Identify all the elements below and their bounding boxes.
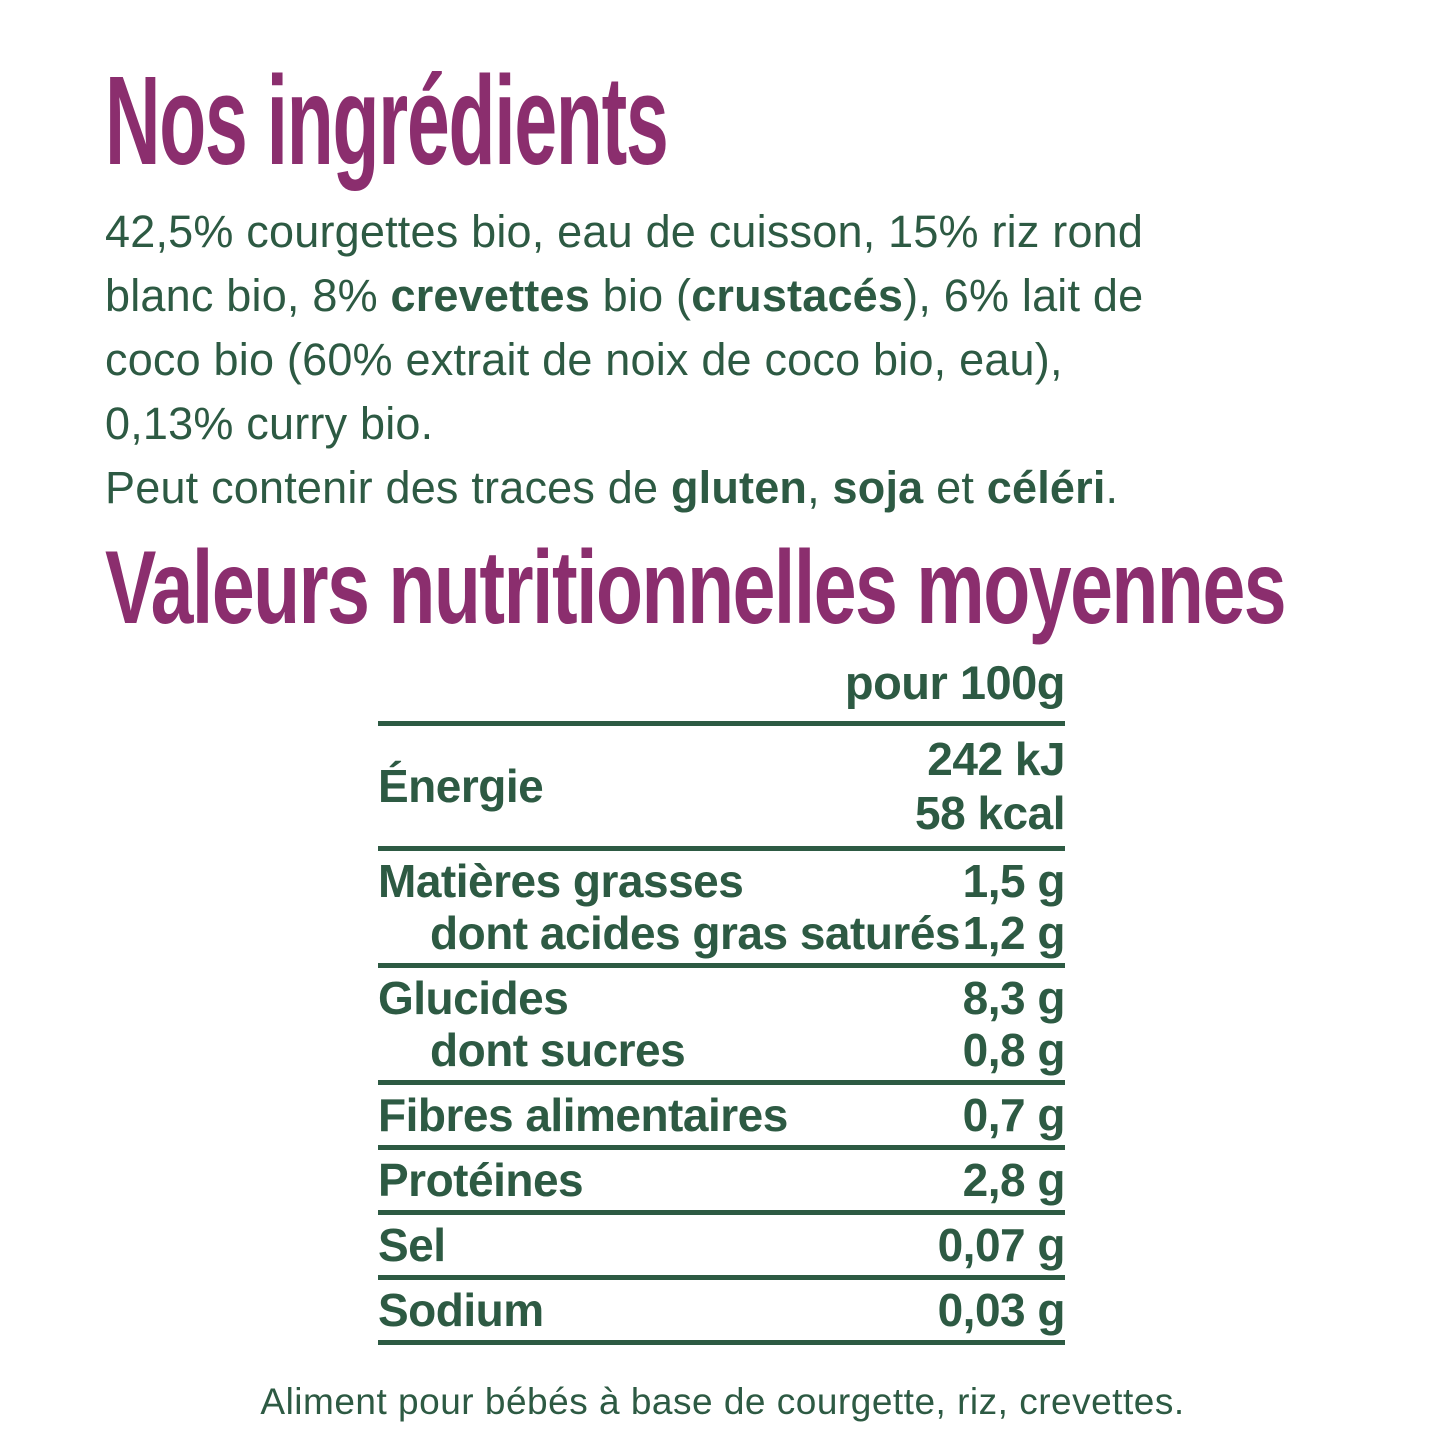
row-value: 2,8 g <box>962 1154 1066 1207</box>
row-value: 0,7 g <box>962 1089 1066 1142</box>
row-value: 0,03 g <box>937 1284 1066 1337</box>
table-row-matieres-grasses: Matières grasses 1,5 g <box>378 855 1066 908</box>
ingredients-segment: coco bio (60% extrait de noix de coco bi… <box>105 334 1063 385</box>
traces-segment: . <box>1105 462 1119 513</box>
ingredients-segment: ), 6% lait de <box>903 270 1144 321</box>
protein-section: Protéines 2,8 g <box>378 1145 1066 1210</box>
traces-segment: , <box>807 462 833 513</box>
row-value: 0,8 g <box>962 1024 1066 1077</box>
table-row-sodium: Sodium 0,03 g <box>378 1284 1066 1337</box>
table-row-sel: Sel 0,07 g <box>378 1219 1066 1272</box>
row-value: 0,07 g <box>937 1219 1066 1272</box>
table-row-acides-gras-satures: dont acides gras saturés 1,2 g <box>378 907 1066 960</box>
ingredients-line: blanc bio, 8% crevettes bio (crustacés),… <box>105 264 1340 328</box>
salt-section: Sel 0,07 g <box>378 1210 1066 1275</box>
allergen-gluten: gluten <box>670 462 808 513</box>
energy-kj: 242 kJ <box>927 733 1065 786</box>
carbs-section: Glucides 8,3 g dont sucres 0,8 g <box>378 963 1066 1080</box>
nutrition-table: pour 100g Énergie 242 kJ 58 kcal Matière… <box>378 655 1066 1346</box>
allergen-crustaces: crustacés <box>691 270 904 321</box>
table-row-glucides: Glucides 8,3 g <box>378 972 1066 1025</box>
row-label: Fibres alimentaires <box>378 1089 788 1142</box>
fiber-section: Fibres alimentaires 0,7 g <box>378 1080 1066 1145</box>
allergen-crevettes: crevettes <box>390 270 590 321</box>
column-header-pour-100g: pour 100g <box>844 656 1066 710</box>
traces-line: Peut contenir des traces de gluten, soja… <box>105 456 1340 520</box>
ingredients-segment: 42,5% courgettes bio, eau de cuisson, 15… <box>105 206 1144 257</box>
sodium-section: Sodium 0,03 g <box>378 1275 1066 1346</box>
row-label: dont sucres <box>430 1024 686 1077</box>
energy-values: 242 kJ 58 kcal <box>915 732 1065 840</box>
allergen-soja: soja <box>832 462 924 513</box>
nutrition-title: Valeurs nutritionnelles moyennes <box>105 530 1287 646</box>
row-value: 1,2 g <box>962 907 1066 960</box>
row-label: dont acides gras saturés <box>430 907 960 960</box>
row-label: Sel <box>378 1219 446 1272</box>
table-row-dont-sucres: dont sucres 0,8 g <box>378 1024 1066 1077</box>
energy-section: Énergie 242 kJ 58 kcal <box>378 721 1065 846</box>
ingredients-line: coco bio (60% extrait de noix de coco bi… <box>105 328 1340 392</box>
ingredients-line: 42,5% courgettes bio, eau de cuisson, 15… <box>105 200 1340 264</box>
row-label: Protéines <box>378 1154 584 1207</box>
row-value: 8,3 g <box>962 972 1066 1025</box>
allergen-celeri: céléri <box>986 462 1106 513</box>
row-label: Glucides <box>378 972 569 1025</box>
row-label: Énergie <box>378 760 544 813</box>
ingredients-segment: bio ( <box>589 270 692 321</box>
ingredients-text: 42,5% courgettes bio, eau de cuisson, 15… <box>105 200 1340 520</box>
table-row-fibres: Fibres alimentaires 0,7 g <box>378 1089 1066 1142</box>
baby-food-notice: Aliment pour bébés à base de courgette, … <box>260 1381 1185 1423</box>
traces-segment: Peut contenir des traces de <box>105 462 671 513</box>
row-label: Matières grasses <box>378 855 744 908</box>
table-row-energie: Énergie 242 kJ 58 kcal <box>378 730 1065 842</box>
ingredients-line: 0,13% curry bio. <box>105 392 1340 456</box>
energy-kcal: 58 kcal <box>915 787 1065 840</box>
ingredients-segment: 0,13% curry bio. <box>105 398 434 449</box>
row-value: 1,5 g <box>962 855 1066 908</box>
row-label: Sodium <box>378 1284 544 1337</box>
traces-segment: et <box>923 462 987 513</box>
table-row-proteines: Protéines 2,8 g <box>378 1154 1066 1207</box>
fat-section: Matières grasses 1,5 g dont acides gras … <box>378 846 1066 963</box>
ingredients-segment: blanc bio, 8% <box>105 270 391 321</box>
ingredients-title: Nos ingrédients <box>105 50 669 191</box>
